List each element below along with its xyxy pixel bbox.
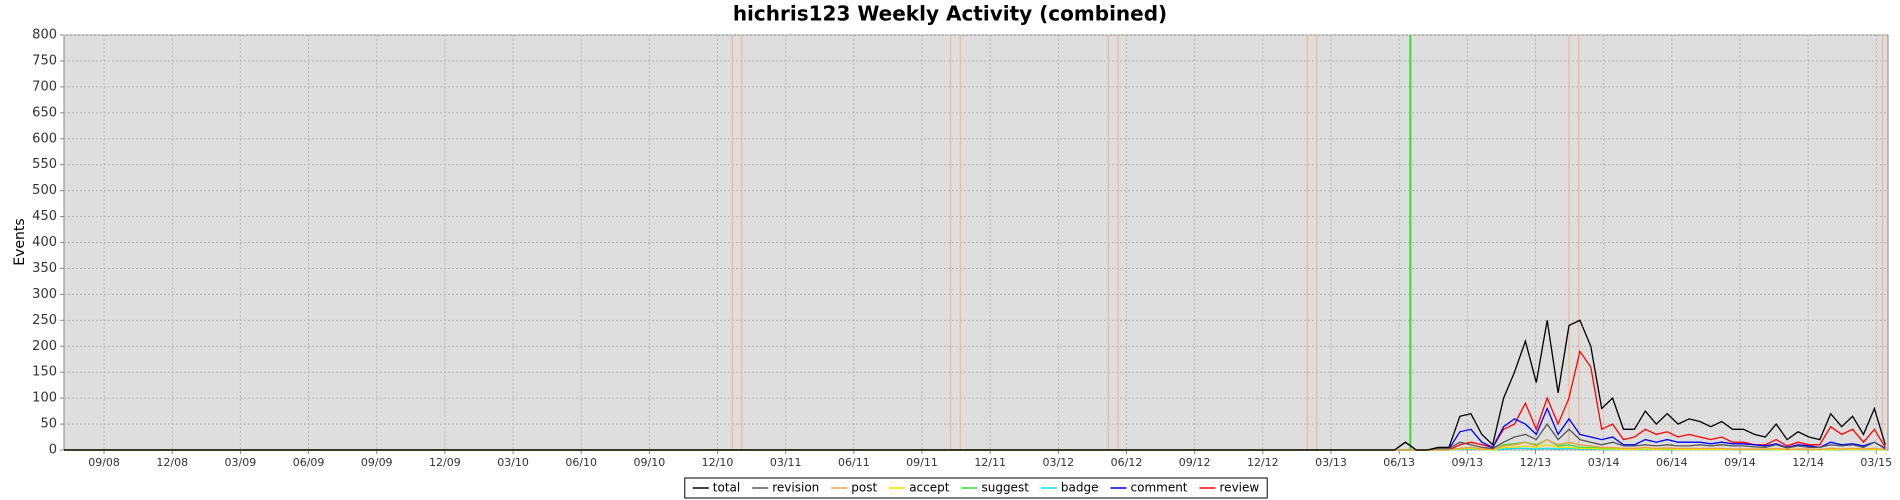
x-tick-label: 06/12 <box>1111 456 1143 469</box>
y-tick-label: 700 <box>32 79 57 94</box>
y-tick-label: 250 <box>32 313 57 328</box>
x-tick-label: 03/12 <box>1042 456 1074 469</box>
y-tick-label: 500 <box>32 183 57 198</box>
y-tick-label: 300 <box>32 287 57 302</box>
x-tick-label: 06/09 <box>293 456 325 469</box>
chart-title: hichris123 Weekly Activity (combined) <box>733 2 1167 26</box>
series-line <box>64 349 1886 451</box>
y-tick-label: 650 <box>32 105 57 120</box>
x-tick-label: 12/13 <box>1520 456 1552 469</box>
legend-label: badge <box>1061 481 1099 495</box>
legend: total revision post accept suggest badge comme… <box>684 477 1268 499</box>
x-tick-label: 09/13 <box>1451 456 1483 469</box>
legend-label: comment <box>1131 481 1188 495</box>
x-tick-label: 09/12 <box>1179 456 1211 469</box>
y-tick-label: 200 <box>32 339 57 354</box>
y-tick-label: 600 <box>32 131 57 146</box>
x-tick-label: 03/11 <box>770 456 802 469</box>
y-tick-label: 50 <box>40 417 57 432</box>
legend-label: post <box>851 481 877 495</box>
series-line <box>64 319 1886 451</box>
y-tick-label: 550 <box>32 157 57 172</box>
legend-label: accept <box>909 481 950 495</box>
y-tick-label: 750 <box>32 53 57 68</box>
x-tick-label: 09/08 <box>88 456 120 469</box>
legend-label: suggest <box>981 481 1029 495</box>
y-tick-label: 450 <box>32 209 57 224</box>
x-tick-label: 12/12 <box>1247 456 1279 469</box>
x-tick-label: 03/09 <box>225 456 257 469</box>
x-tick-label: 12/14 <box>1792 456 1824 469</box>
y-tick-label: 800 <box>32 28 57 43</box>
x-tick-label: 06/10 <box>565 456 597 469</box>
y-axis-label: Events <box>12 218 28 265</box>
x-tick-label: 12/08 <box>156 456 188 469</box>
series-line <box>64 406 1886 451</box>
y-tick-label: 100 <box>32 391 57 406</box>
x-tick-label: 12/10 <box>702 456 734 469</box>
x-tick-label: 06/14 <box>1656 456 1688 469</box>
series-line <box>64 438 1886 451</box>
legend-label: review <box>1220 481 1260 495</box>
x-tick-label: 03/13 <box>1315 456 1347 469</box>
series-line <box>64 422 1886 451</box>
x-tick-label: 09/09 <box>361 456 393 469</box>
x-tick-label: 09/10 <box>634 456 666 469</box>
y-tick-label: 0 <box>49 443 57 458</box>
legend-label: total <box>713 481 740 495</box>
x-tick-label: 03/10 <box>497 456 529 469</box>
x-tick-label: 06/11 <box>838 456 870 469</box>
x-tick-label: 12/09 <box>429 456 461 469</box>
y-tick-label: 400 <box>32 235 57 250</box>
x-tick-label: 03/14 <box>1588 456 1620 469</box>
x-tick-label: 12/11 <box>974 456 1006 469</box>
y-tick-label: 350 <box>32 261 57 276</box>
x-tick-label: 06/13 <box>1383 456 1415 469</box>
legend-label: revision <box>772 481 819 495</box>
x-tick-label: 09/11 <box>906 456 938 469</box>
x-tick-label: 03/15 <box>1860 456 1892 469</box>
x-tick-label: 09/14 <box>1724 456 1756 469</box>
y-tick-label: 150 <box>32 365 57 380</box>
